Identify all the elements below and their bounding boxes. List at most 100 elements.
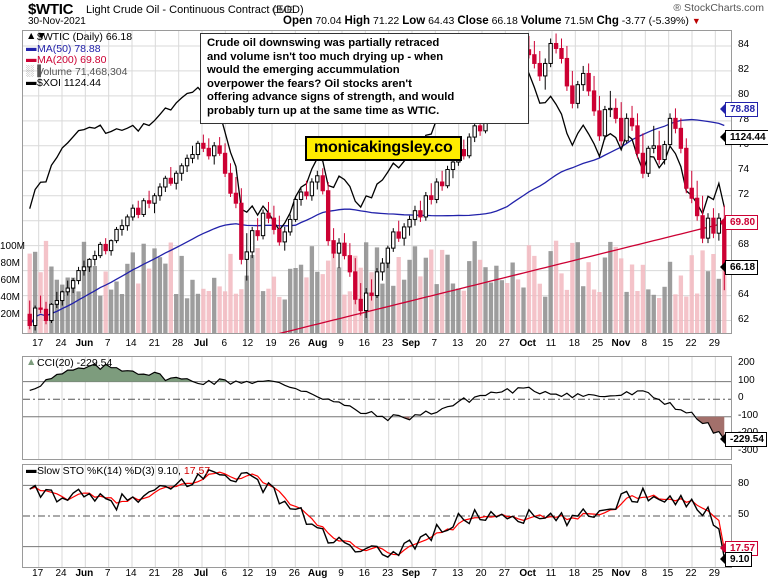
volume-label: Volume	[520, 15, 562, 27]
legend-label-cci: CCI(20) -229.54	[37, 357, 113, 369]
callout-cci: -229.54	[720, 431, 767, 447]
legend-label-xoi: $XOI 1124.44	[37, 77, 102, 90]
x-axis-main-tick: 12	[242, 338, 254, 349]
price-svg	[23, 31, 731, 333]
legend-label-volume: Volume 71,468,304	[37, 65, 128, 78]
legend-label-ma50: MA(50) 78.88	[37, 42, 101, 55]
x-axis-bottom-tick: Nov	[611, 568, 631, 579]
x-axis-main-tick: 17	[32, 338, 44, 349]
x-axis-main-tick: 9	[338, 338, 344, 349]
line-swatch-icon: ▬	[26, 41, 37, 54]
cci-line	[29, 363, 725, 440]
annotation-textbox: Crude oil downswing was partially retrac…	[200, 33, 529, 124]
x-axis-main-tick: Jul	[193, 338, 209, 349]
x-axis-main-tick: 24	[55, 338, 67, 349]
legend-item-ma200: ▬MA(200) 69.80	[26, 54, 132, 66]
caret-down-icon: ▼	[691, 16, 701, 26]
stochastic-panel[interactable]	[22, 464, 732, 568]
low-label: Low	[402, 15, 426, 27]
sto-axis-tick: 50	[738, 509, 750, 520]
x-axis-main-tick: 8	[641, 338, 648, 349]
x-axis-main-tick: Oct	[519, 338, 536, 349]
volume-axis-tick: 100M	[0, 241, 26, 253]
xoi-overlay-line	[29, 48, 725, 232]
x-axis-bottom-tick: 8	[641, 568, 648, 579]
x-axis-main-tick: 18	[568, 338, 580, 349]
legend-label-wtic: $WTIC (Daily) 66.18	[37, 31, 133, 43]
price-legend: ▲▼$WTIC (Daily) 66.18 ▬MA(50) 78.88 ▬MA(…	[26, 30, 133, 89]
x-axis-main-tick: 7	[104, 338, 111, 349]
cci-area-icon: ▲	[26, 356, 37, 368]
legend-item-cci: ▲CCI(20) -229.54	[26, 356, 113, 369]
x-axis-bottom-tick: Oct	[519, 568, 536, 579]
x-axis-bottom-tick: 13	[452, 568, 464, 579]
x-axis-main-tick: 14	[125, 338, 137, 349]
sto-plot-area	[23, 465, 731, 567]
legend-value-stok: 9.10	[157, 465, 179, 477]
cci-axis-tick: -300	[738, 444, 759, 456]
x-axis-main-tick: Nov	[611, 338, 631, 349]
exchange-label: CME	[272, 5, 294, 16]
x-axis-main-tick: 25	[592, 338, 604, 349]
volume-bars-icon: ░▐	[26, 64, 41, 77]
low-value: 64.43	[428, 15, 455, 27]
x-axis-main-tick: 20	[475, 338, 487, 349]
x-axis-main-tick: Jun	[75, 338, 94, 349]
legend-item-sto: ▬Slow STO %K(14) %D(3) 9.10, 17.57	[26, 464, 211, 477]
cci-svg	[23, 357, 731, 459]
x-axis-bottom-tick: 15	[662, 568, 674, 579]
line-swatch-icon: ▬	[26, 53, 37, 66]
annotation-line: would the emerging accummulation	[207, 64, 400, 77]
legend-item-xoi: ▬$XOI 1124.44	[26, 77, 132, 89]
volume-axis-tick: 80M	[0, 258, 20, 270]
callout-ma200: 69.80	[719, 215, 759, 231]
legend-item-ma50: ▬MA(50) 78.88	[26, 41, 132, 55]
cci-panel[interactable]	[22, 356, 732, 460]
legend-value-stod: 17.57	[183, 465, 211, 477]
price-axis-tick: 80	[738, 88, 750, 100]
annotation-line: overpower the fears? Oil stocks aren't	[207, 77, 412, 90]
x-axis-bottom-tick: 12	[242, 568, 254, 579]
x-axis-main-tick: 6	[221, 338, 228, 349]
x-axis-bottom-tick: 17	[32, 568, 44, 579]
x-axis-main-tick: 21	[148, 338, 160, 349]
legend-item-wtic: ▲▼$WTIC (Daily) 66.18	[26, 30, 133, 43]
quote-bar: Open 70.04 High 71.22 Low 64.43 Close 66…	[283, 15, 701, 27]
x-axis-main-tick: 29	[708, 338, 720, 349]
x-axis-bottom-tick: 7	[104, 568, 111, 579]
cci-axis-tick: -100	[738, 409, 759, 421]
chart-header: $WTIC Light Crude Oil - Continuous Contr…	[0, 0, 768, 30]
x-axis-main-tick: 19	[265, 338, 277, 349]
price-axis-tick: 72	[738, 188, 750, 200]
volume-axis-tick: 40M	[0, 292, 20, 304]
high-label: High	[344, 15, 371, 27]
x-axis-bottom-tick: 29	[708, 568, 720, 579]
x-axis-bottom-tick: 7	[431, 568, 438, 579]
price-axis-tick: 78	[738, 113, 750, 125]
cci-axis-tick: 200	[738, 357, 755, 369]
price-plot-area	[23, 31, 731, 333]
x-axis-bottom-tick: 9	[338, 568, 344, 579]
x-axis-main-tick: 26	[288, 338, 300, 349]
candlestick-icon: ▲▼	[26, 30, 47, 42]
candlesticks	[27, 33, 727, 331]
x-axis-main-tick: 7	[431, 338, 438, 349]
watermark-branding: monicakingsley.co	[305, 136, 462, 161]
x-axis-bottom-tick: Sep	[401, 568, 421, 579]
annotation-line: probably turn up at the same time as WTI…	[207, 104, 440, 117]
price-axis-tick: 82	[738, 63, 750, 75]
price-axis-tick: 74	[738, 163, 750, 175]
x-axis-bottom-tick: 23	[382, 568, 394, 579]
x-axis-bottom-tick: 21	[148, 568, 160, 579]
x-axis-bottom-tick: Jun	[75, 568, 94, 579]
x-axis-main-tick: Sep	[401, 338, 421, 349]
x-axis-bottom-tick: 6	[221, 568, 228, 579]
volume-axis-tick: 60M	[0, 275, 20, 287]
x-axis-main-tick: 23	[382, 338, 394, 349]
cci-axis-tick: 0	[738, 392, 744, 404]
high-value: 71.22	[373, 15, 400, 27]
sto-k-line	[29, 468, 725, 558]
price-axis-tick: 84	[738, 38, 750, 50]
symbol-ticker: $WTIC	[28, 1, 74, 18]
sto-axis-tick: 80	[738, 478, 750, 490]
